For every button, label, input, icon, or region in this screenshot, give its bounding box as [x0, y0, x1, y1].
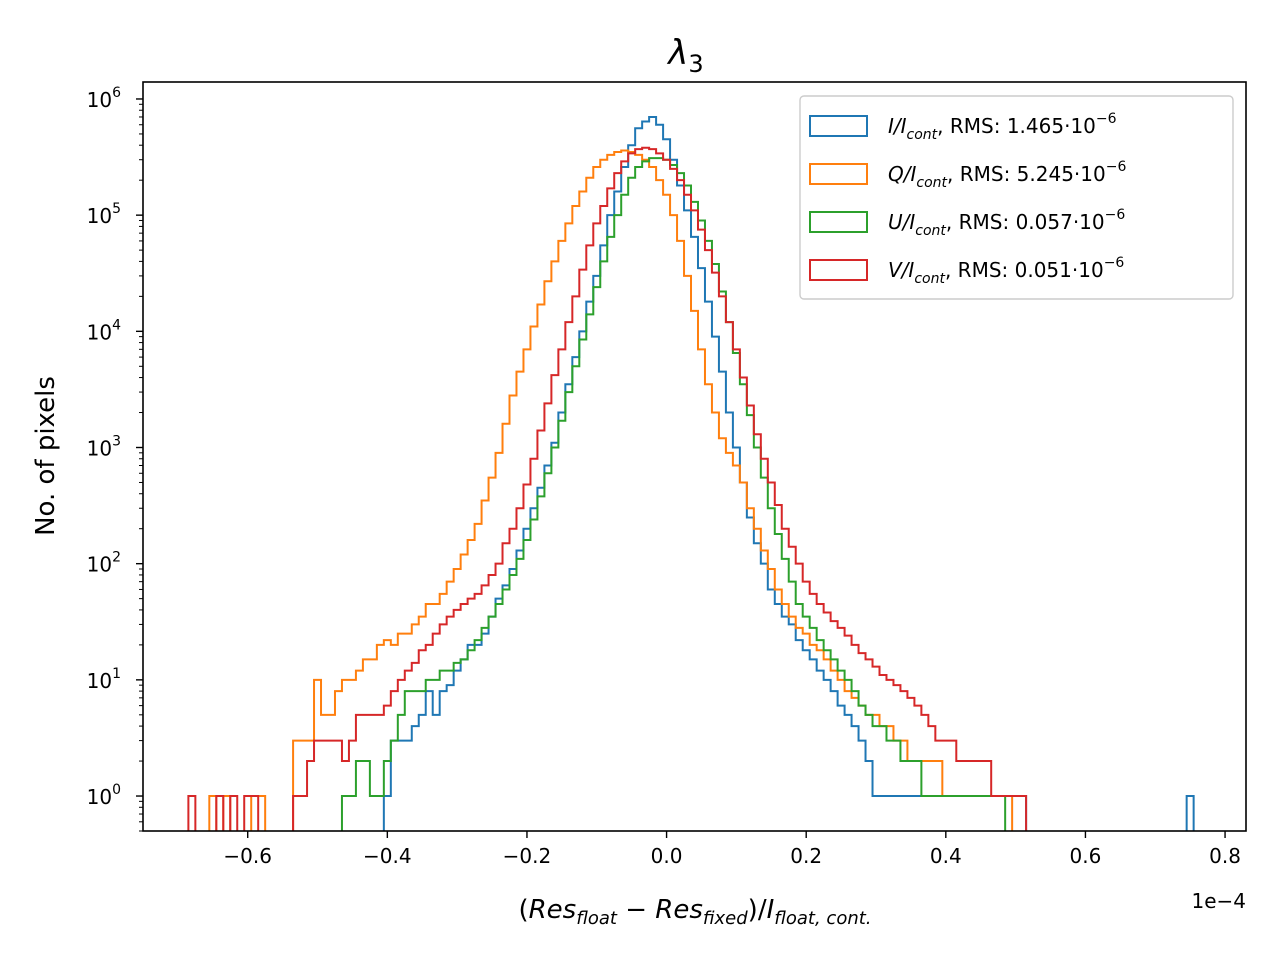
y-tick-label: 101 — [87, 666, 121, 693]
histogram-series-1 — [382, 115, 1195, 831]
series-layer — [187, 115, 1195, 831]
histogram-series-2 — [208, 149, 1014, 831]
x-axis-ticks: −0.6 −0.4 −0.2 0.0 0.2 0.4 0.6 0.8 — [223, 831, 1241, 868]
x-axis-label: (Resfloat − Resfixed)/Ifloat, cont. — [518, 895, 871, 929]
legend-label: Q/Icont, RMS: 5.245·10−6 — [888, 159, 1126, 191]
x-tick-label: −0.6 — [223, 844, 272, 868]
x-tick-label: −0.4 — [363, 844, 412, 868]
x-tick-label: 0.6 — [1070, 844, 1102, 868]
chart-title-subscript: 3 — [688, 50, 703, 78]
x-tick-label: 0.0 — [651, 844, 683, 868]
x-tick-label: 0.4 — [930, 844, 962, 868]
legend-box — [799, 95, 1234, 300]
y-axis-ticks: 100 101 102 103 104 105 106 — [87, 85, 143, 832]
legend-label: V/Icont, RMS: 0.051·10−6 — [888, 255, 1124, 287]
plot-frame — [142, 81, 1247, 832]
y-tick-label: 106 — [87, 85, 121, 112]
y-tick-label: 100 — [87, 782, 121, 809]
chart-title: λ3 — [666, 33, 703, 78]
legend-label: I/Icont, RMS: 1.465·10−6 — [888, 111, 1117, 143]
x-offset-label: 1e−4 — [1191, 889, 1246, 913]
y-tick-label: 102 — [87, 550, 121, 577]
x-tick-label: 0.8 — [1209, 844, 1241, 868]
legend-swatch — [809, 259, 868, 281]
legend: I/Icont, RMS: 1.465·10−6 Q/Icont, RMS: 5.… — [799, 95, 1234, 300]
y-tick-label: 104 — [87, 317, 121, 344]
x-tick-label: 0.2 — [790, 844, 822, 868]
y-tick-label: 105 — [87, 201, 121, 228]
y-axis-label: No. of pixels — [31, 376, 61, 536]
legend-swatch — [809, 211, 868, 233]
histogram-series-4 — [187, 146, 1028, 831]
legend-label: U/Icont, RMS: 0.057·10−6 — [888, 207, 1125, 239]
legend-swatch — [809, 115, 868, 137]
y-tick-label: 103 — [87, 434, 121, 461]
legend-swatch — [809, 163, 868, 185]
x-tick-label: −0.2 — [503, 844, 552, 868]
